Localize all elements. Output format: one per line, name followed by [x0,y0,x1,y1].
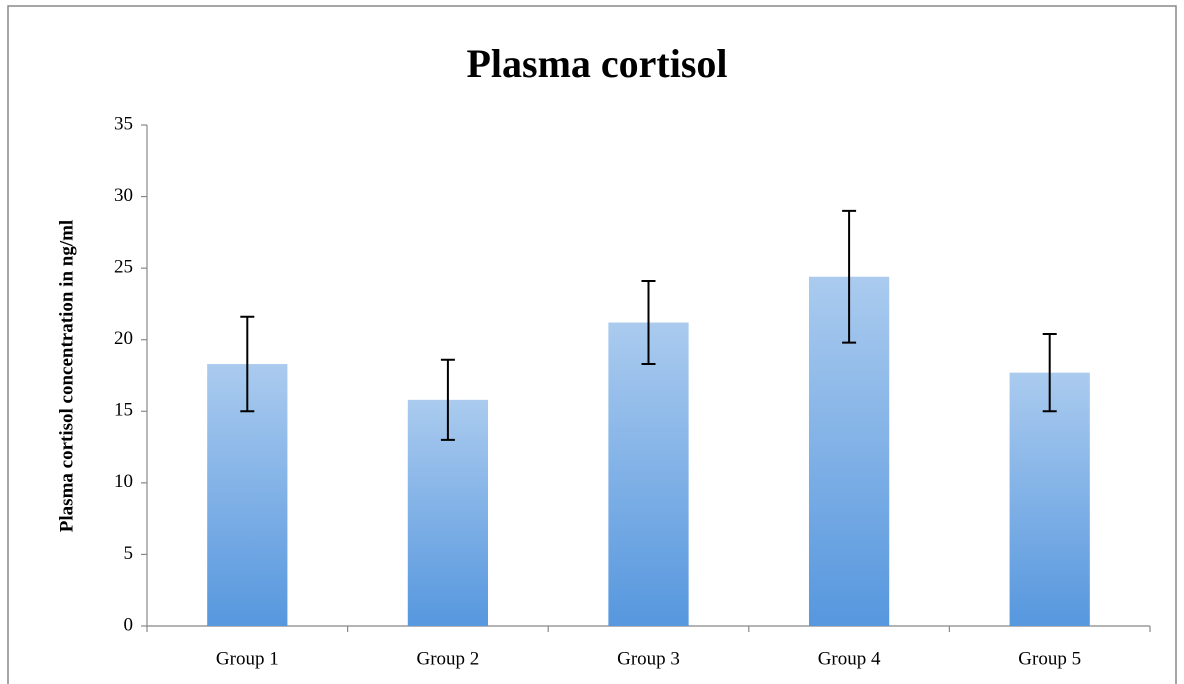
bar [608,322,689,626]
x-tick-label: Group 4 [818,648,881,669]
error-bar [440,358,455,441]
chart-title: Plasma cortisol [466,41,727,86]
y-tick-label: 30 [114,185,133,206]
x-tick-label: Group 3 [617,648,680,669]
y-tick-label: 20 [114,328,133,349]
error-bar [1042,332,1057,413]
x-tick-label: Group 5 [1018,648,1081,669]
error-bar [240,315,255,413]
y-tick-label: 0 [124,614,134,635]
y-tick-label: 35 [114,113,133,134]
y-tick-label: 10 [114,471,133,492]
y-axis-label: Plasma cortisol concentration in ng/ml [56,220,77,532]
bar [1009,372,1090,626]
y-tick-label: 15 [114,400,133,421]
error-bar [641,280,656,366]
error-bar [842,209,857,344]
x-tick-label: Group 1 [216,648,279,669]
x-tick-label: Group 2 [416,648,479,669]
y-tick-label: 25 [114,257,133,278]
chart-frame [7,5,1177,684]
y-tick-label: 5 [124,543,134,564]
